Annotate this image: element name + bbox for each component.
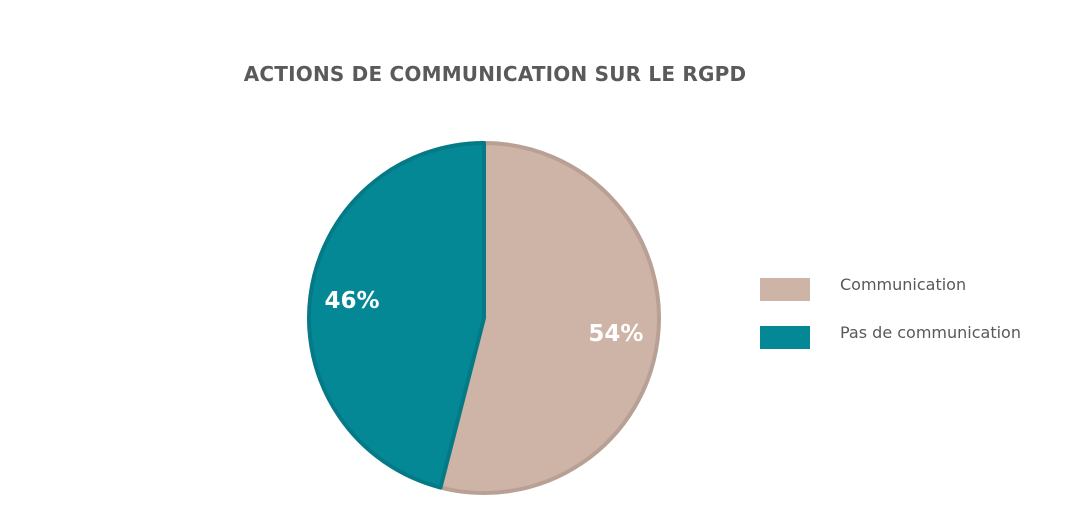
legend-swatch-communication: [760, 278, 810, 301]
legend-label-pas-de-communication: Pas de communication: [840, 323, 1021, 342]
legend-swatch-pas-de-communication: [760, 326, 810, 349]
legend-item-communication: Communication: [760, 272, 1060, 320]
chart-title: ACTIONS DE COMMUNICATION SUR LE RGPD: [243, 62, 747, 86]
legend-label-communication: Communication: [840, 275, 967, 294]
legend: Communication Pas de communication: [760, 272, 1060, 368]
pie-slice-pas-de-communication: [307, 141, 486, 490]
pie-slice-communication: [438, 141, 661, 495]
slice-label-pas-de-communication: 46%: [325, 288, 380, 314]
slice-label-communication: 54%: [588, 321, 643, 347]
legend-item-pas-de-communication: Pas de communication: [760, 320, 1060, 368]
